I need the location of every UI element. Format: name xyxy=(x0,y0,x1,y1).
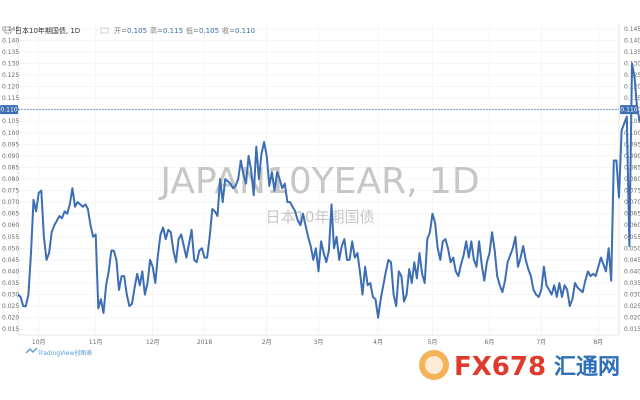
left-tick-label: 0.055 xyxy=(2,234,19,241)
right-tick-label: 0.095 xyxy=(624,141,640,148)
legend-high-label: 高= xyxy=(150,26,163,35)
series-points xyxy=(17,63,640,318)
x-tick-label: 8月 xyxy=(593,339,603,346)
left-price-axis[interactable]: 0.1450.1400.1350.1300.1250.1200.1150.110… xyxy=(2,23,19,335)
left-tick-label: 0.115 xyxy=(2,95,19,102)
left-tick-label: 0.120 xyxy=(2,84,19,91)
legend-dots: · xyxy=(96,27,98,35)
x-tick-label: 3月 xyxy=(314,339,324,346)
brand-huitong: 汇通网 xyxy=(554,355,620,380)
left-tick-label: 0.050 xyxy=(2,245,19,252)
left-tick-label: 0.045 xyxy=(2,257,19,264)
left-tick-label: 0.060 xyxy=(2,222,19,229)
right-tick-label: 0.020 xyxy=(624,315,640,322)
left-tick-label: 0.080 xyxy=(2,176,19,183)
legend-close-label: 收= xyxy=(222,26,235,35)
x-tick-label: 12月 xyxy=(146,339,160,346)
left-tick-label: 0.035 xyxy=(2,280,19,287)
chart-title-watermark: JAPAN10YEAR, 1D xyxy=(158,161,479,202)
legend-open-label: 开= xyxy=(114,27,127,35)
right-tick-label: 0.145 xyxy=(624,26,640,33)
left-tick-label: 0.020 xyxy=(2,315,19,322)
right-tick-label: 0.090 xyxy=(624,153,640,160)
collapse-icon[interactable] xyxy=(4,26,12,34)
right-tick-label: 0.060 xyxy=(624,222,640,229)
series-line xyxy=(17,62,640,319)
x-tick-label: 2月 xyxy=(262,339,272,346)
tradingview-icon xyxy=(25,347,38,354)
right-tick-label: 0.015 xyxy=(624,326,640,333)
x-tick-label: 10月 xyxy=(32,339,46,346)
right-tick-label: 0.055 xyxy=(624,234,640,241)
right-tick-label: 0.135 xyxy=(624,49,640,56)
left-tick-label: 0.090 xyxy=(2,153,19,160)
right-tick-label: 0.030 xyxy=(624,292,640,299)
right-tick-label: 0.075 xyxy=(624,188,640,195)
legend-symbol: 日本10年期国债, 1D xyxy=(15,26,80,35)
left-tick-label: 0.040 xyxy=(2,268,19,275)
right-last-value-badge: 0.110 xyxy=(620,105,638,115)
left-tick-label: 0.125 xyxy=(2,72,19,79)
right-tick-label: 0.050 xyxy=(624,245,640,252)
right-tick-label: 0.035 xyxy=(624,280,640,287)
right-tick-label: 0.065 xyxy=(624,211,640,218)
legend-close-value: 0.110 xyxy=(235,27,255,35)
left-tick-label: 0.130 xyxy=(2,60,19,67)
left-tick-label: 0.085 xyxy=(2,164,19,171)
legend-high-value: 0.115 xyxy=(163,27,183,35)
left-last-value-badge: 0.110 xyxy=(0,105,18,115)
left-last-value-label: 0.110 xyxy=(0,107,17,114)
eye-icon[interactable] xyxy=(100,27,109,34)
tradingview-logo[interactable]: TradingView创图表 xyxy=(25,347,92,357)
left-tick-label: 0.095 xyxy=(2,141,19,148)
right-tick-label: 0.040 xyxy=(624,268,640,275)
right-tick-label: 0.140 xyxy=(624,37,640,44)
left-tick-label: 0.075 xyxy=(2,188,19,195)
x-tick-label: 7月 xyxy=(536,339,546,346)
right-tick-label: 0.085 xyxy=(624,164,640,171)
x-tick-label: 2018 xyxy=(197,339,212,346)
fx678-brand[interactable]: FX678 汇通网 xyxy=(419,350,620,382)
left-tick-label: 0.025 xyxy=(2,303,19,310)
x-tick-label: 11月 xyxy=(89,339,103,346)
legend-low-label: 低= xyxy=(186,26,199,35)
time-axis[interactable]: 10月 11月 12月 2018 2月 3月 4月 5月 6月 7月 8月 xyxy=(32,339,603,346)
legend-open-value: 0.105 xyxy=(127,27,147,35)
left-tick-label: 0.105 xyxy=(2,118,19,125)
right-tick-label: 0.045 xyxy=(624,257,640,264)
right-tick-label: 0.080 xyxy=(624,176,640,183)
chart-subtitle-watermark: 日本10年期国债 xyxy=(265,208,374,226)
x-tick-label: 4月 xyxy=(373,339,383,346)
x-tick-label: 6月 xyxy=(485,339,495,346)
left-tick-label: 0.100 xyxy=(2,130,19,137)
right-tick-label: 0.025 xyxy=(624,303,640,310)
legend[interactable]: 日本10年期国债, 1D · 开= 0.105 高= 0.115 低= 0.10… xyxy=(4,26,255,35)
tradingview-label: TradingView创图表 xyxy=(37,349,92,357)
right-tick-label: 0.070 xyxy=(624,199,640,206)
left-tick-label: 0.135 xyxy=(2,49,19,56)
left-tick-label: 0.015 xyxy=(2,326,19,333)
legend-low-value: 0.105 xyxy=(199,27,219,35)
brand-fx678: FX678 xyxy=(454,352,546,382)
x-tick-label: 5月 xyxy=(428,339,438,346)
right-last-value-label: 0.110 xyxy=(620,107,637,114)
left-tick-label: 0.065 xyxy=(2,211,19,218)
left-tick-label: 0.140 xyxy=(2,37,19,44)
left-tick-label: 0.030 xyxy=(2,292,19,299)
left-tick-label: 0.070 xyxy=(2,199,19,206)
